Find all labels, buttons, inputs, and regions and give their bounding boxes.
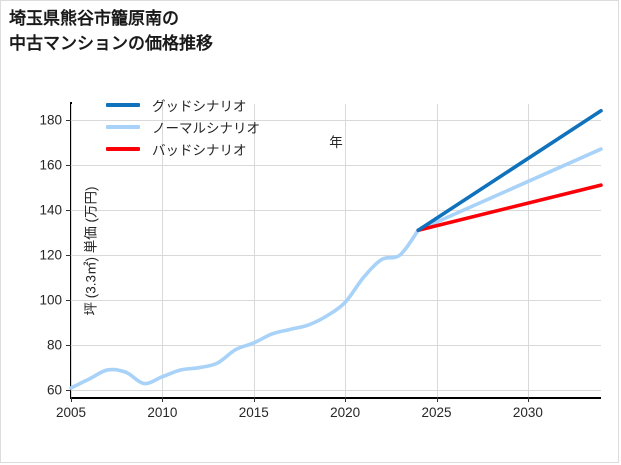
gridline-vertical: [436, 104, 438, 397]
x-tick-label: 2005: [55, 405, 87, 420]
series-line-good: [416, 108, 603, 233]
gridline-horizontal: [71, 164, 601, 166]
legend-swatch: [106, 147, 140, 151]
x-tick-mark: [527, 397, 529, 402]
gridline-vertical: [345, 104, 347, 397]
legend-item-label: ノーマルシナリオ: [152, 121, 260, 136]
y-tick-label: 140: [39, 202, 62, 218]
y-tick-label: 180: [39, 112, 62, 128]
chart-title: 埼玉県熊谷市籠原南の 中古マンションの価格推移: [9, 7, 213, 56]
y-tick-mark: [66, 209, 71, 211]
x-axis-line: [70, 397, 601, 399]
chart-title-line-1: 埼玉県熊谷市籠原南の: [9, 9, 179, 28]
y-tick-mark: [66, 255, 71, 256]
series-line-bad: [416, 183, 603, 233]
plot-background: [71, 104, 601, 397]
gridline-vertical: [527, 104, 529, 397]
series-line-normal: [416, 147, 603, 233]
x-tick-label: 2015: [238, 405, 269, 420]
legend-item-label: グッドシナリオ: [152, 99, 247, 114]
gridline-horizontal: [71, 209, 601, 211]
x-tick-label: 2010: [147, 405, 178, 420]
y-tick-mark: [66, 300, 71, 302]
x-axis-label: 年: [329, 135, 343, 150]
y-axis-label: 坪 (3.3㎡) 単価 (万円): [83, 185, 99, 316]
legend-item-label: バッドシナリオ: [152, 143, 247, 158]
series-line-history: [69, 228, 421, 390]
y-tick-label: 160: [39, 157, 62, 173]
x-tick-mark: [162, 397, 164, 402]
gridline-horizontal: [71, 255, 601, 256]
chart-series-svg: [69, 108, 603, 390]
gridline-vertical: [253, 104, 255, 397]
chart-legend: グッドシナリオ ノーマルシナリオ バッドシナリオ: [106, 94, 260, 160]
x-tick-label: 2030: [512, 405, 543, 420]
gridline-horizontal: [71, 390, 601, 392]
x-tick-mark: [436, 397, 438, 402]
x-axis-ticks: 2005 2010 2015 2020 2025 2030: [56, 104, 601, 420]
y-axis-ticks: 60 80 100 120 140 160 180: [39, 104, 601, 398]
legend-item[interactable]: ノーマルシナリオ: [106, 116, 260, 138]
gridline-horizontal: [71, 300, 601, 302]
y-tick-label: 120: [39, 247, 62, 263]
x-tick-mark: [345, 397, 347, 402]
legend-item[interactable]: グッドシナリオ: [106, 94, 260, 116]
gridline-vertical: [162, 104, 164, 397]
x-tick-mark: [253, 397, 255, 402]
gridline-vertical: [71, 104, 72, 397]
y-tick-label: 80: [46, 337, 62, 353]
y-tick-mark: [66, 390, 71, 392]
plot-area: 60 80 100 120 140 160 180 2005 2010 2015 2020 2025…: [39, 104, 603, 420]
gridline-horizontal: [71, 119, 601, 121]
gridline-horizontal: [71, 345, 601, 347]
legend-swatch: [106, 125, 140, 129]
y-tick-mark: [66, 345, 71, 347]
legend-item[interactable]: バッドシナリオ: [106, 138, 260, 160]
x-tick-label: 2025: [421, 405, 452, 420]
x-tick-mark: [71, 397, 72, 402]
chart-title-line-2: 中古マンションの価格推移: [9, 33, 213, 53]
y-tick-label: 100: [39, 292, 62, 308]
x-tick-label: 2020: [330, 405, 361, 420]
y-tick-label: 60: [46, 382, 62, 398]
y-tick-mark: [66, 119, 71, 121]
legend-swatch: [106, 103, 140, 107]
y-tick-mark: [66, 164, 71, 166]
